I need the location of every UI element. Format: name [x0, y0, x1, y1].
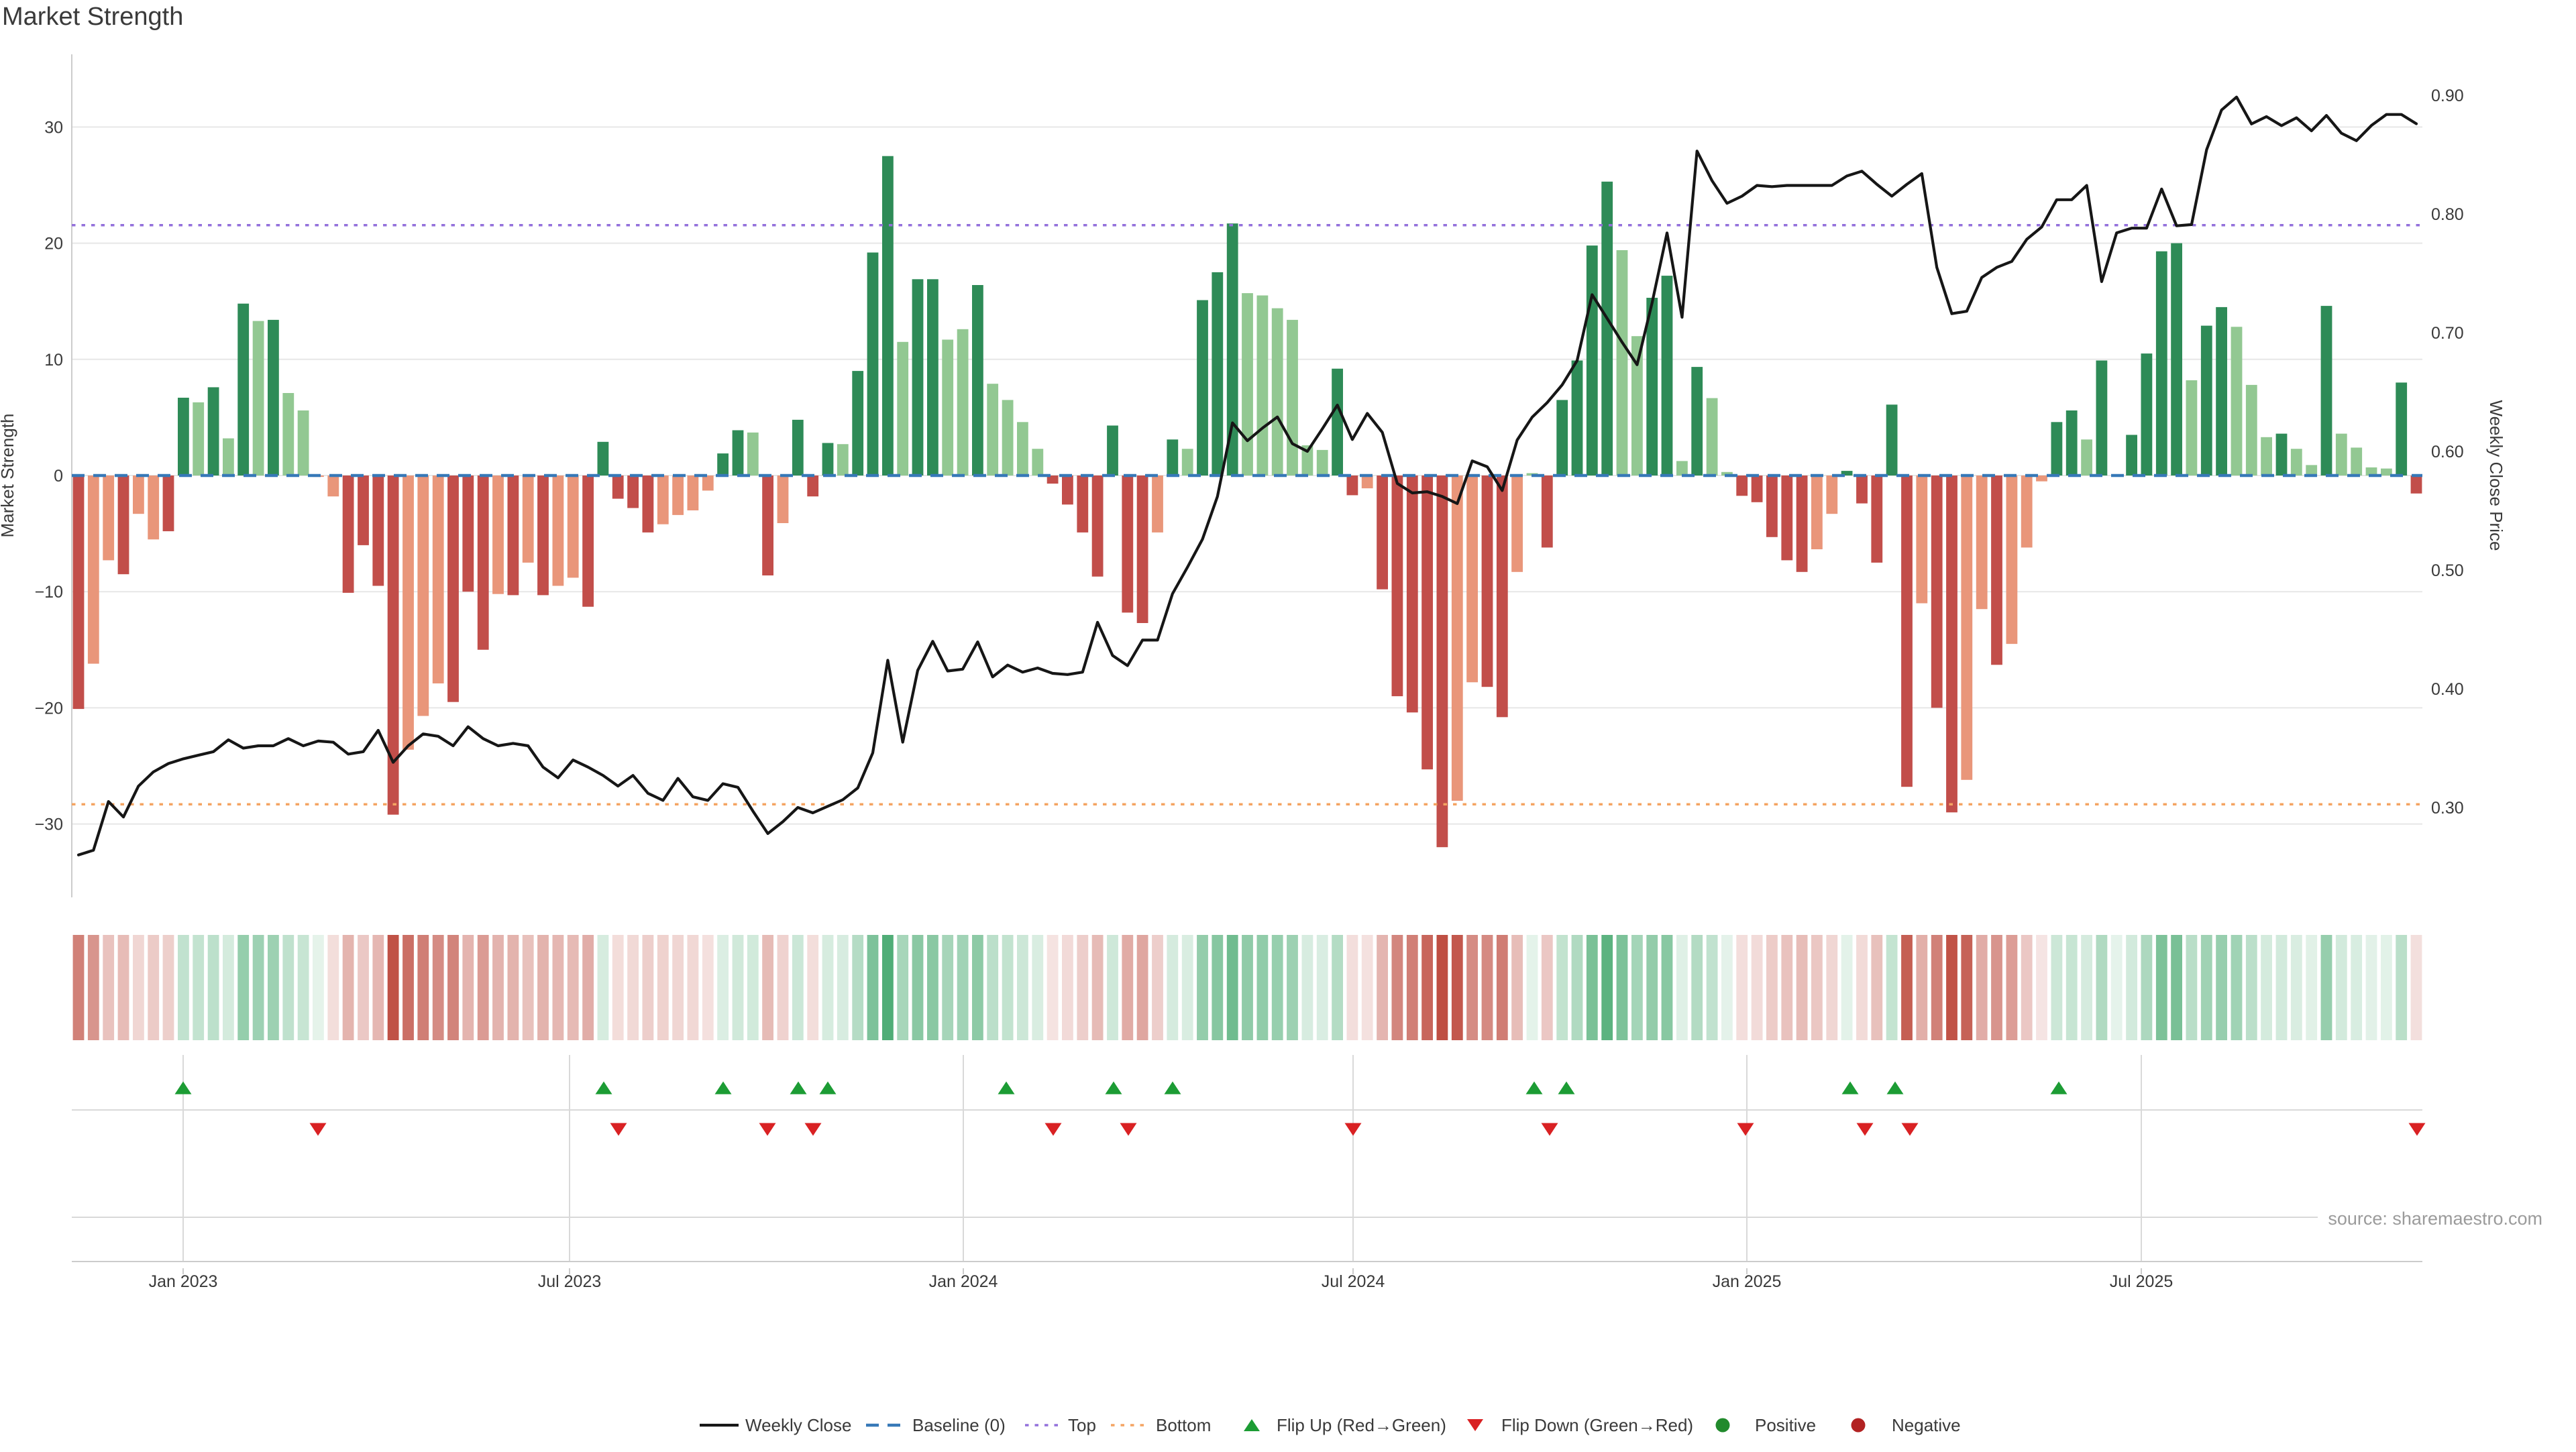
- svg-text:Market Strength: Market Strength: [2, 3, 183, 31]
- svg-text:Negative: Negative: [1892, 1415, 1961, 1435]
- svg-text:Jul 2023: Jul 2023: [538, 1272, 602, 1291]
- svg-text:Market Strength: Market Strength: [0, 414, 17, 538]
- svg-text:Flip Down (Green→Red): Flip Down (Green→Red): [1501, 1415, 1693, 1435]
- svg-text:−30: −30: [35, 816, 63, 834]
- svg-text:0.70: 0.70: [2431, 324, 2464, 343]
- svg-text:Bottom: Bottom: [1156, 1415, 1211, 1435]
- svg-text:0.90: 0.90: [2431, 87, 2464, 105]
- svg-text:Jul 2024: Jul 2024: [1322, 1272, 1385, 1291]
- svg-text:0.50: 0.50: [2431, 561, 2464, 580]
- svg-text:0: 0: [54, 467, 63, 486]
- svg-text:30: 30: [44, 118, 63, 137]
- svg-text:−10: −10: [35, 583, 63, 602]
- svg-text:Jan 2023: Jan 2023: [149, 1272, 218, 1291]
- svg-text:Top: Top: [1068, 1415, 1096, 1435]
- svg-text:Weekly Close Price: Weekly Close Price: [2486, 400, 2506, 551]
- svg-text:source: sharemaestro.com: source: sharemaestro.com: [2328, 1209, 2542, 1229]
- svg-text:0.40: 0.40: [2431, 680, 2464, 699]
- svg-text:0.60: 0.60: [2431, 443, 2464, 461]
- svg-text:Jan 2024: Jan 2024: [929, 1272, 998, 1291]
- svg-text:−20: −20: [35, 699, 63, 718]
- svg-text:0.30: 0.30: [2431, 799, 2464, 818]
- svg-text:Jul 2025: Jul 2025: [2110, 1272, 2174, 1291]
- svg-text:Positive: Positive: [1755, 1415, 1816, 1435]
- svg-text:Weekly Close: Weekly Close: [745, 1415, 851, 1435]
- svg-text:Baseline (0): Baseline (0): [912, 1415, 1006, 1435]
- svg-text:0.80: 0.80: [2431, 205, 2464, 224]
- svg-text:10: 10: [44, 351, 63, 370]
- svg-text:20: 20: [44, 235, 63, 254]
- svg-text:Jan 2025: Jan 2025: [1713, 1272, 1782, 1291]
- svg-text:Flip Up (Red→Green): Flip Up (Red→Green): [1277, 1415, 1446, 1435]
